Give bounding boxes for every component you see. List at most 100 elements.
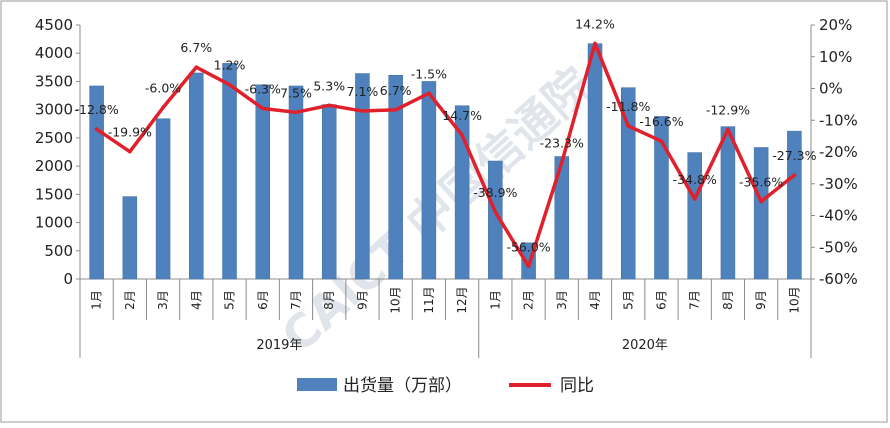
yoy-point-2: [128, 149, 132, 154]
yoy-data-label: 14.7%: [442, 108, 482, 123]
bar-17: [621, 87, 636, 280]
x-tick-label: 9月: [754, 290, 768, 310]
bar-3: [155, 118, 171, 280]
yoy-point-1: [94, 127, 99, 131]
yoy-point-6: [260, 106, 265, 111]
y-right-tick-label: -50%: [819, 238, 858, 256]
legend-label-bar: 出货量（万部）: [343, 376, 462, 396]
bar-12: [454, 105, 470, 280]
bar-22: [787, 130, 802, 280]
bar-18: [654, 116, 669, 280]
x-tick-label: 3月: [156, 290, 170, 310]
x-tick-label: 5月: [223, 290, 237, 310]
yoy-point-19: [692, 197, 697, 201]
bar-16: [587, 43, 603, 280]
x-tick-label: 6月: [256, 290, 270, 310]
yoy-data-label: 6.7%: [380, 83, 412, 98]
y-left-tick-label: 3000: [35, 101, 73, 119]
yoy-point-15: [559, 160, 564, 165]
bar-13: [488, 160, 503, 280]
x-tick-label: 8月: [322, 290, 336, 310]
x-tick-label: 4月: [189, 290, 203, 310]
bar-21: [753, 147, 769, 280]
x-tick-label: 7月: [289, 290, 303, 310]
legend-label-line: 同比: [560, 376, 594, 396]
x-tick-label: 11月: [422, 286, 436, 313]
line-series: [94, 41, 797, 269]
x-tick-label: 10月: [389, 286, 403, 313]
yoy-data-label: -27.3%: [772, 148, 816, 163]
legend-swatch-bar: [297, 378, 337, 391]
y-left-tick-label: 3500: [35, 72, 73, 90]
bar-4: [189, 72, 204, 280]
yoy-point-3: [161, 105, 165, 110]
yoy-data-label: -23.3%: [540, 135, 584, 150]
yoy-point-10: [393, 107, 398, 112]
yoy-point-4: [194, 65, 199, 70]
yoy-data-label: 7.5%: [280, 85, 312, 100]
x-tick-label: 10月: [787, 286, 801, 313]
x-tick-label: 6月: [654, 290, 668, 310]
y-right-tick-label: -10%: [819, 111, 858, 129]
yoy-point-20: [726, 127, 730, 132]
yoy-data-label: -6.0%: [145, 81, 181, 96]
bar-8: [321, 104, 337, 280]
yoy-data-label: 1.2%: [214, 58, 246, 73]
y-right-tick-label: 0%: [819, 80, 843, 98]
yoy-data-label: -35.6%: [739, 175, 783, 190]
yoy-point-18: [659, 139, 664, 144]
y-right-tick-label: 10%: [819, 48, 852, 66]
y-left-tick-label: 4000: [35, 44, 73, 62]
y-left-tick-label: 500: [44, 242, 73, 260]
x-tick-label: 8月: [721, 290, 735, 310]
bar-series: [89, 43, 802, 280]
yoy-point-9: [360, 109, 365, 113]
year-label: 2019年: [256, 338, 302, 353]
x-tick-label: 5月: [621, 290, 635, 310]
bar-20: [720, 126, 736, 280]
x-tick-label: 3月: [555, 290, 569, 310]
y-right-tick-label: -60%: [819, 270, 858, 288]
x-tick-label: 2月: [123, 290, 137, 310]
yoy-data-label: -12.9%: [706, 102, 750, 117]
year-label: 2020年: [622, 338, 668, 353]
x-tick-label: 12月: [455, 286, 469, 313]
yoy-point-7: [294, 110, 298, 115]
x-tick-label: 2月: [522, 290, 536, 310]
yoy-data-label: -38.9%: [473, 185, 517, 200]
yoy-data-label: -34.8%: [673, 172, 717, 187]
bar-9: [355, 73, 370, 280]
bar-19: [687, 152, 702, 280]
yoy-line: [94, 41, 797, 269]
x-tick-label: 1月: [90, 290, 104, 310]
y-left-tick-label: 1500: [35, 185, 73, 203]
bar-2: [122, 196, 138, 280]
y-left-tick-label: 0: [63, 270, 73, 288]
x-tick-label: 4月: [588, 290, 602, 310]
bar-6: [255, 84, 270, 280]
bar-10: [388, 74, 403, 280]
yoy-point-22: [792, 173, 797, 177]
yoy-data-label: -12.8%: [74, 102, 118, 117]
yoy-point-14: [526, 264, 531, 269]
yoy-point-5: [227, 82, 232, 87]
yoy-data-label: -19.9%: [108, 125, 152, 140]
yoy-data-label: 14.2%: [575, 16, 615, 31]
axes: 0 500 1000 1500 2000 2500 3000 3500 4000 4500 -60%…: [35, 16, 858, 358]
y-left-tick-label: 1000: [35, 214, 73, 232]
x-tick-label: 9月: [355, 290, 369, 310]
y-right-tick-label: -40%: [819, 207, 858, 225]
yoy-data-label: -16.6%: [639, 114, 683, 129]
yoy-point-8: [327, 103, 332, 108]
yoy-data-label: 6.7%: [180, 40, 212, 55]
yoy-data-label: 5.3%: [313, 78, 345, 93]
yoy-point-17: [626, 124, 631, 128]
yoy-point-16: [593, 41, 597, 46]
x-tick-label: 1月: [488, 290, 502, 310]
bar-11: [421, 81, 437, 280]
y-right-tick-label: -30%: [819, 175, 858, 193]
yoy-point-21: [759, 199, 763, 204]
